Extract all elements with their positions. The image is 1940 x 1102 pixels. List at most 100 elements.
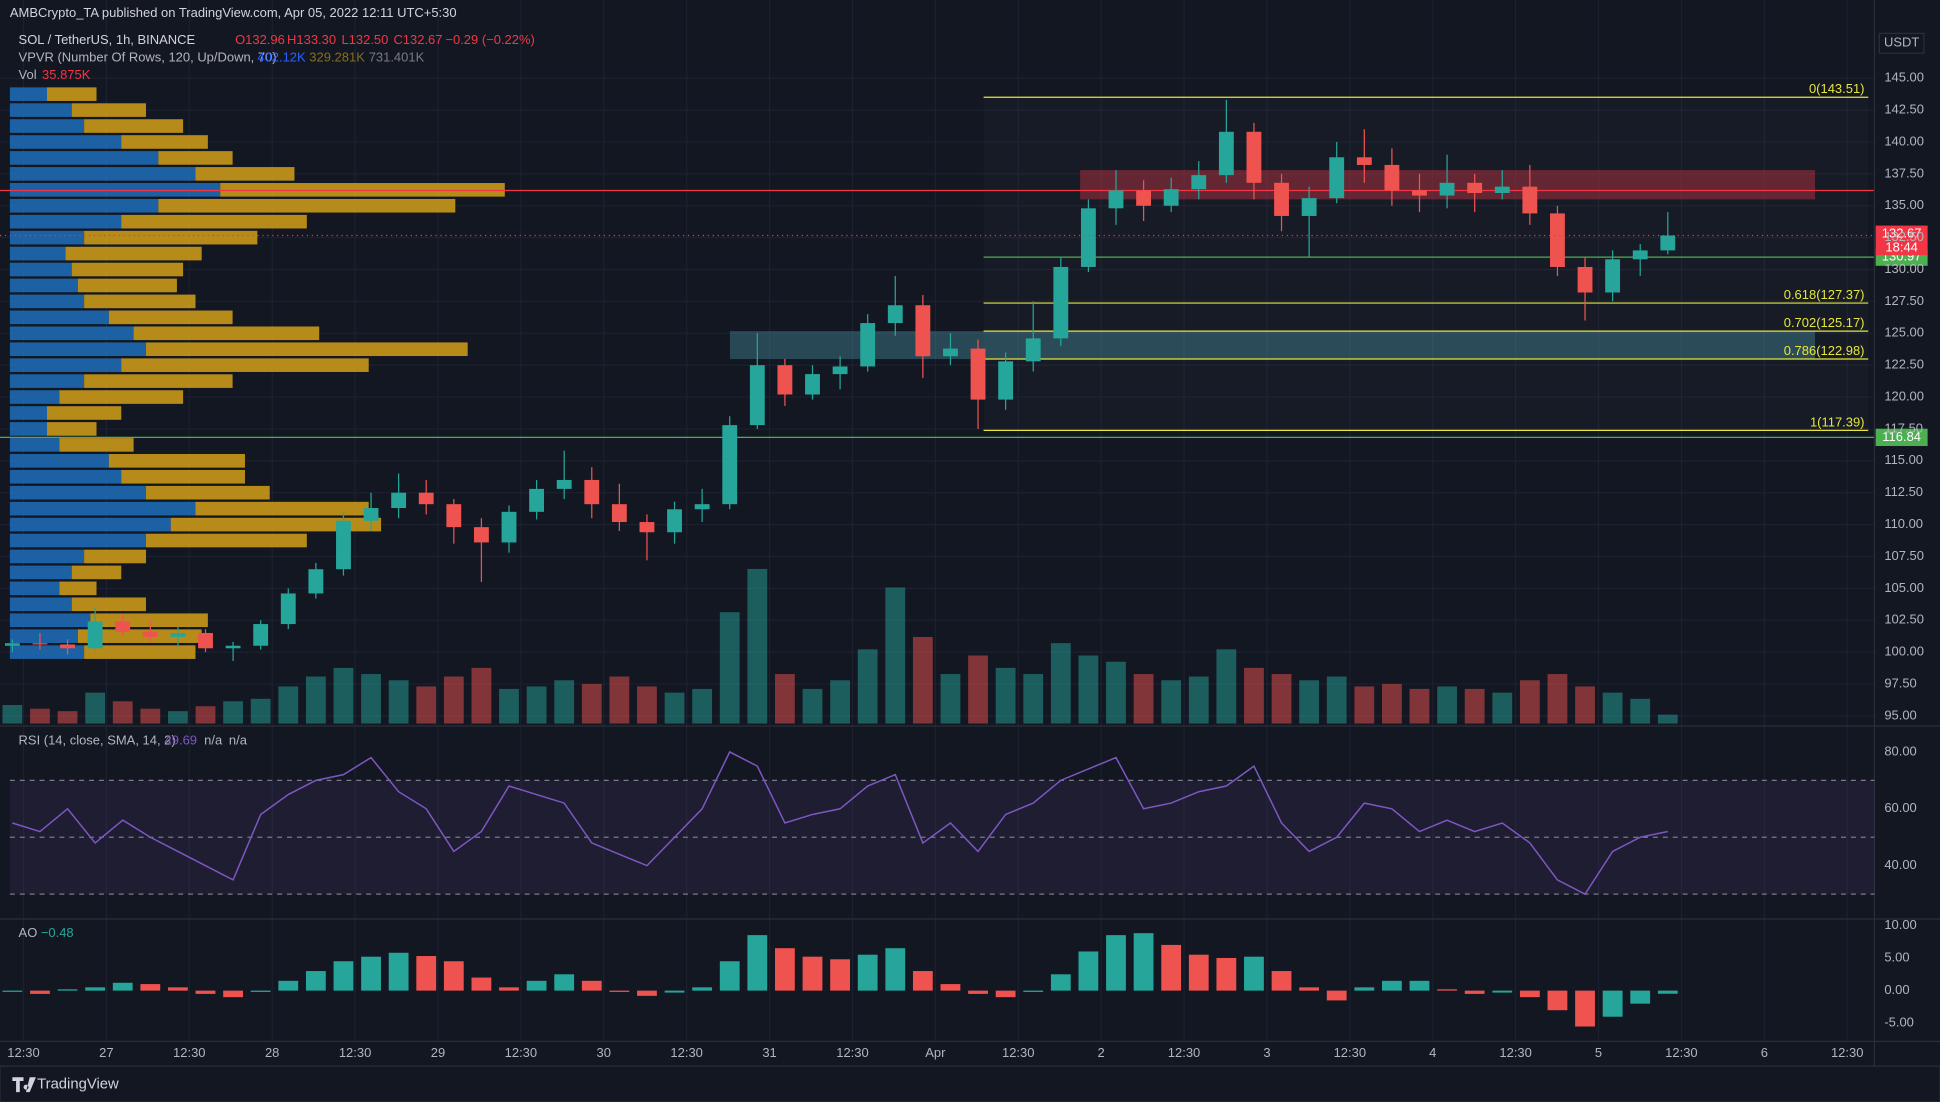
x-tick-label: 28	[265, 1045, 279, 1060]
profile-down	[158, 198, 456, 213]
volume-bar	[1519, 680, 1540, 724]
profile-down	[108, 310, 233, 325]
volume-bar	[692, 688, 713, 724]
ao-bar	[140, 984, 161, 991]
profile-down	[59, 390, 184, 404]
profile-up	[9, 517, 171, 532]
volume-bar	[278, 686, 299, 724]
candle-body	[1467, 182, 1483, 194]
currency-label: USDT	[1884, 35, 1919, 50]
ao-bar	[499, 987, 519, 991]
profile-down	[59, 438, 134, 452]
volume-bar	[747, 568, 768, 724]
profile-down	[145, 342, 468, 357]
profile-down	[77, 278, 177, 293]
volume-bar	[499, 688, 519, 724]
profile-down	[59, 581, 97, 596]
x-tick-label: Apr	[925, 1045, 946, 1060]
candle-body	[1246, 131, 1262, 183]
volume-bar	[1078, 655, 1099, 724]
volume-bar	[30, 708, 50, 724]
candle-body	[1356, 157, 1372, 165]
ao-bar	[940, 984, 961, 991]
candle-body	[1632, 250, 1648, 260]
profile-up	[9, 119, 85, 133]
candle-body	[253, 624, 269, 646]
volume-bar	[802, 688, 823, 724]
profile-up	[9, 278, 78, 293]
profile-down	[108, 454, 245, 468]
candle-body	[1522, 186, 1538, 214]
ao-bar	[1382, 980, 1402, 991]
candle-body	[639, 522, 655, 533]
profile-up	[9, 230, 85, 245]
x-tick-label: 5	[1595, 1045, 1602, 1060]
profile-down	[65, 246, 202, 261]
ao-bar	[361, 956, 381, 991]
volume-bar	[1271, 674, 1292, 724]
profile-down	[47, 406, 122, 420]
profile-up	[9, 565, 72, 580]
x-tick-label: 2	[1098, 1045, 1105, 1060]
candle-body	[749, 365, 765, 426]
ao-bar	[57, 989, 78, 991]
volume-bar	[195, 706, 216, 724]
profile-down	[133, 326, 320, 341]
profile-up	[9, 374, 85, 388]
candle-body	[1412, 190, 1427, 196]
candle-body	[777, 365, 793, 395]
candle-body	[225, 645, 241, 649]
y-tick-label: 130.00	[1884, 261, 1924, 276]
profile-down	[220, 183, 505, 197]
volume-bar	[388, 680, 409, 724]
ao-bar	[664, 990, 685, 993]
profile-up	[9, 326, 134, 341]
profile-up	[9, 103, 72, 117]
volume-bar	[664, 692, 685, 724]
ao-bar	[2, 990, 23, 992]
volume-bar	[637, 686, 657, 724]
profile-down	[71, 262, 184, 277]
candle-body	[584, 479, 600, 505]
y-tick-label: 107.50	[1884, 548, 1924, 563]
ao-bar	[112, 982, 133, 991]
profile-up	[9, 454, 109, 468]
profile-up	[9, 294, 85, 309]
fib-area	[984, 97, 1869, 430]
x-tick-label: 12:30	[1499, 1045, 1531, 1060]
candle-body	[280, 593, 296, 625]
profile-down	[121, 469, 245, 484]
y-tick-label: 125.00	[1884, 325, 1924, 340]
candle-body	[805, 374, 820, 395]
volume-bar	[912, 636, 933, 724]
candle-body	[1136, 190, 1152, 206]
ao-bar	[968, 990, 988, 994]
profile-down	[195, 501, 369, 516]
ao-bar	[609, 990, 630, 992]
volume-bar	[250, 698, 271, 724]
x-tick-label: 4	[1429, 1045, 1436, 1060]
ao-bar	[305, 971, 326, 991]
profile-up	[9, 469, 122, 484]
ao-bar	[1409, 980, 1430, 991]
candle-body	[694, 504, 710, 510]
volume-bar	[471, 667, 492, 724]
candle-body	[1329, 157, 1345, 199]
profile-down	[84, 119, 184, 133]
candle-body	[1439, 182, 1455, 196]
x-tick-label: 12:30	[670, 1045, 702, 1060]
currency-box	[1878, 32, 1925, 54]
ao-bar	[223, 990, 243, 998]
candle-body	[170, 632, 186, 637]
current-price-label: 132.67	[1882, 226, 1922, 241]
y-tick-label: 112.50	[1884, 484, 1923, 499]
ao-bar	[1299, 987, 1320, 991]
y-tick-label: 120.00	[1884, 388, 1924, 403]
y-tick-label: 115.00	[1884, 452, 1923, 467]
volume-bar	[333, 667, 354, 724]
ao-bar	[775, 948, 795, 991]
volume-bar	[554, 680, 575, 724]
ao-bar	[1216, 957, 1237, 991]
y-tick-label: 110.00	[1884, 516, 1923, 531]
volume-bar	[1050, 643, 1071, 724]
